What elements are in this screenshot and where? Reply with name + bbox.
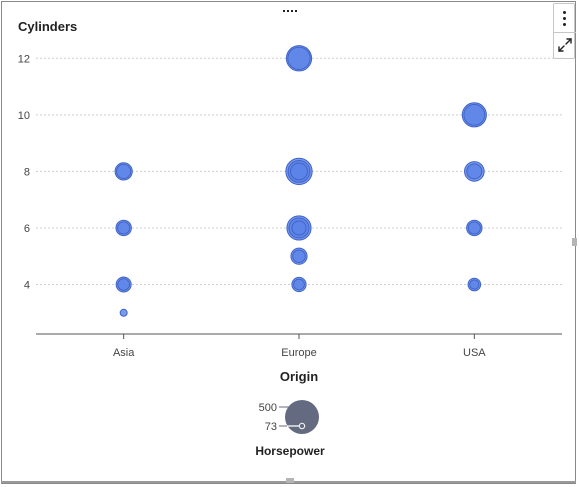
x-axis-ticks: Asia Europe USA	[113, 334, 486, 359]
x-tick-label: Asia	[113, 347, 135, 359]
toolbar-divider	[554, 32, 576, 33]
x-tick-label: USA	[463, 347, 486, 359]
resize-handle-right[interactable]	[572, 238, 577, 246]
bubble	[117, 278, 131, 291]
size-legend-min-label: 73	[265, 421, 277, 433]
bubble	[467, 221, 481, 235]
bubble	[119, 308, 128, 317]
bubble	[466, 163, 483, 180]
bubble	[293, 278, 305, 291]
size-legend: 500 73 Horsepower	[255, 400, 325, 458]
y-tick-label: 4	[24, 280, 30, 292]
object-toolbar	[553, 3, 576, 59]
bubble	[469, 279, 480, 290]
x-axis-title: Origin	[280, 369, 318, 384]
bubble	[291, 220, 307, 236]
more-options-icon[interactable]	[554, 8, 576, 30]
bubble	[116, 163, 132, 180]
y-tick-label: 10	[18, 110, 30, 122]
bubble	[117, 221, 131, 235]
y-tick-label: 8	[24, 166, 30, 178]
size-legend-max-label: 500	[259, 402, 277, 414]
y-axis-ticks: 4 6 8 10 12	[18, 53, 30, 291]
x-tick-label: Europe	[281, 347, 316, 359]
y-tick-label: 12	[18, 53, 30, 65]
y-tick-label: 6	[24, 223, 30, 235]
size-legend-title: Horsepower	[255, 444, 325, 458]
maximize-icon[interactable]	[557, 37, 573, 53]
bubble	[287, 46, 311, 70]
bubble	[292, 249, 306, 264]
resize-handle-bottom[interactable]	[286, 478, 294, 483]
bubble	[463, 103, 486, 126]
drag-handle-icon[interactable]	[282, 8, 298, 14]
bubbles	[114, 45, 487, 317]
y-axis-title: Cylinders	[18, 19, 77, 34]
bubble	[290, 162, 308, 181]
size-legend-min-bubble-inner	[299, 423, 305, 429]
